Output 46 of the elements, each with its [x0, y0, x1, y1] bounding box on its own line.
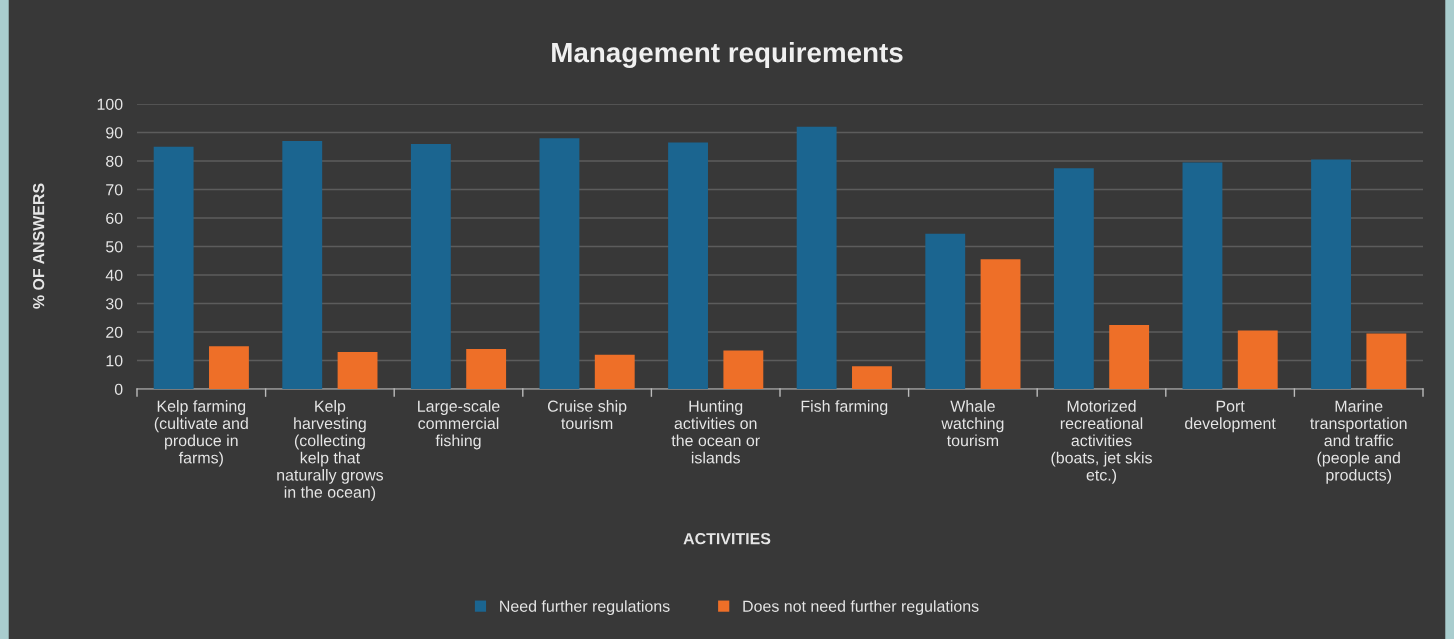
y-tick-label: 20 — [106, 326, 123, 338]
x-tick-label: Kelp harvesting (collecting kelp that naturally grows in the ocean) — [277, 400, 384, 502]
bar — [980, 259, 1021, 389]
bar — [539, 138, 580, 389]
bar — [925, 233, 966, 389]
bar — [852, 366, 892, 389]
y-tick-label: 60 — [106, 212, 123, 224]
y-axis-title: % OF ANSWERS — [32, 183, 45, 309]
y-tick-label: 30 — [105, 298, 123, 310]
bar — [723, 350, 764, 389]
bar — [1109, 324, 1150, 389]
bar — [1366, 333, 1407, 389]
bar — [466, 349, 507, 389]
y-tick-label: 50 — [105, 241, 123, 253]
chart-title: Management requirements — [552, 41, 903, 69]
bar — [209, 346, 249, 389]
y-tick-label: 40 — [105, 269, 123, 281]
bar — [282, 141, 323, 389]
bar — [153, 146, 194, 389]
bar — [337, 351, 378, 389]
x-tick-label: Large-scale commercial fishing — [418, 400, 500, 450]
x-tick-label: Cruise ship tourism — [547, 400, 627, 430]
bar — [1237, 330, 1278, 389]
x-tick-label: Marine transportation and traffic (people and products) — [1310, 400, 1407, 484]
x-tick-label: Hunting activities on the ocean or islands — [671, 400, 760, 464]
y-tick-label: 90 — [106, 127, 123, 139]
bar — [668, 142, 708, 389]
x-tick-label: Fish farming — [801, 400, 888, 415]
legend-label: Need further regulations — [500, 600, 670, 616]
bar — [1311, 159, 1351, 389]
y-tick-label: 70 — [106, 184, 123, 196]
bar — [1182, 162, 1223, 389]
y-tick-label: 100 — [97, 98, 123, 110]
x-tick-label: Whale watching tourism — [941, 400, 1004, 447]
y-tick-label: 0 — [114, 383, 123, 395]
x-tick-label: Motorized recreational activities (boats, jet skis etc.) — [1051, 400, 1152, 484]
bar — [410, 143, 451, 389]
x-tick-label: Port development — [1185, 400, 1276, 433]
bar — [796, 126, 837, 389]
y-tick-label: 10 — [106, 355, 123, 367]
x-axis-title: ACTIVITIES — [683, 532, 771, 545]
legend-label: Does not need further regulations — [743, 600, 979, 616]
bar — [594, 354, 635, 389]
bar — [1053, 168, 1094, 389]
y-tick-label: 80 — [106, 155, 123, 167]
x-tick-label: Kelp farming (cultivate and produce in farms) — [154, 400, 248, 467]
